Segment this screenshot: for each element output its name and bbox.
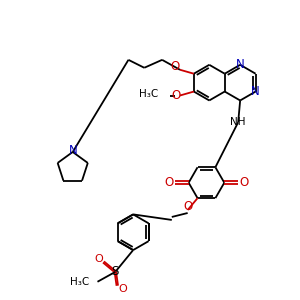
Text: N: N: [69, 143, 78, 157]
Text: N: N: [236, 58, 244, 71]
Text: H₃C: H₃C: [139, 88, 158, 98]
Text: O: O: [239, 176, 249, 189]
Text: S: S: [112, 266, 119, 278]
Text: O: O: [94, 254, 103, 264]
Text: O: O: [171, 89, 181, 102]
Text: O: O: [170, 60, 180, 73]
Text: O: O: [164, 176, 173, 189]
Text: N: N: [251, 85, 260, 98]
Text: H₃C: H₃C: [70, 277, 90, 287]
Text: O: O: [183, 200, 192, 213]
Text: O: O: [118, 284, 127, 294]
Text: NH: NH: [230, 117, 246, 127]
